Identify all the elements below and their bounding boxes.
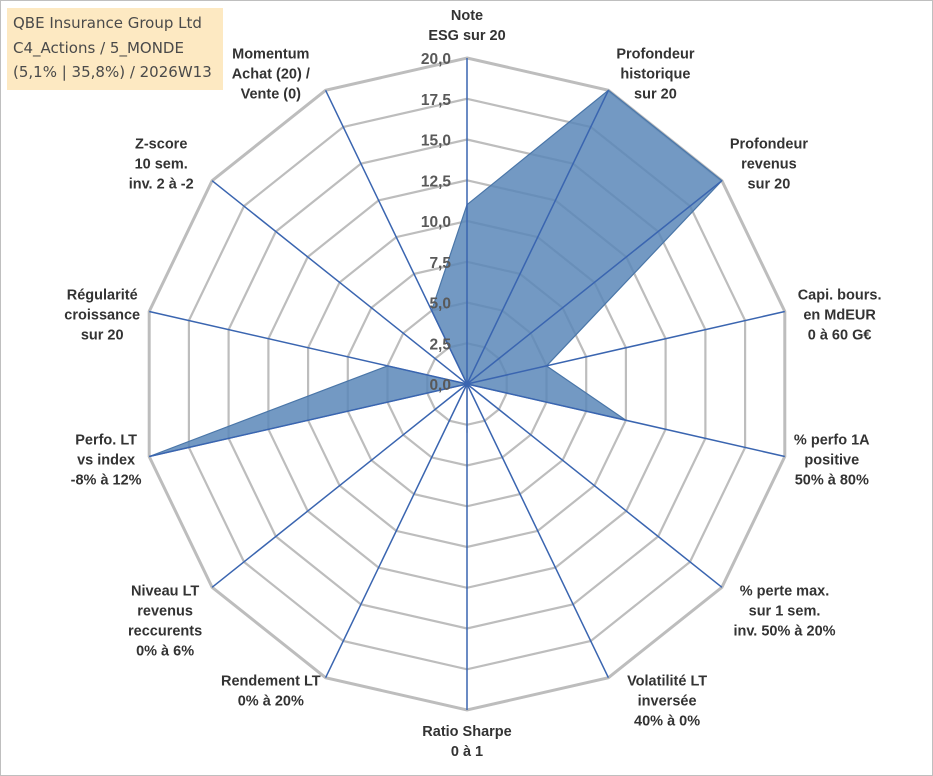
axis-label: Régularité croissance sur 20 — [64, 288, 140, 344]
radar-spokes — [149, 58, 785, 710]
spoke — [324, 383, 468, 679]
axis-label-line: inv. 2 à -2 — [129, 177, 194, 193]
axis-label: Capi. bours. en MdEUR 0 à 60 G€ — [798, 288, 882, 344]
axis-label-line: % perte max. — [740, 583, 829, 599]
spoke — [466, 383, 723, 588]
axis-label: Profondeur revenus sur 20 — [730, 137, 808, 193]
axis-label-line: Note — [451, 8, 483, 24]
spoke — [149, 383, 468, 458]
axis-label-line: en MdEUR — [803, 308, 876, 324]
stats-label: (5,1% | 35,8%) / 2026W13 — [13, 63, 212, 81]
axis-label-line: Volatilité LT — [627, 674, 707, 690]
spoke — [211, 180, 468, 385]
company-name: QBE Insurance Group Ltd — [13, 14, 202, 32]
spoke — [324, 89, 468, 385]
axis-label-line: Profondeur — [730, 137, 808, 153]
spoke — [466, 89, 610, 385]
axis-label-line: -8% à 12% — [71, 473, 142, 489]
spoke — [466, 310, 785, 385]
axis-label-line: Régularité — [67, 288, 138, 304]
axis-label-line: 40% à 0% — [634, 714, 700, 730]
axis-label-line: vs index — [77, 453, 135, 469]
info-box: QBE Insurance Group Ltd C4_Actions / 5_M… — [7, 8, 223, 90]
spoke — [149, 310, 468, 385]
axis-label: Niveau LT revenus reccurents 0% à 6% — [128, 583, 202, 659]
axis-label-line: Profondeur — [616, 46, 694, 62]
axis-label-line: croissance — [64, 308, 140, 324]
tick-label: 5,0 — [429, 296, 451, 313]
axis-label-line: Capi. bours. — [798, 288, 882, 304]
axis-label-line: % perfo 1A — [794, 433, 870, 449]
axis-label-line: Momentum — [232, 46, 309, 62]
axis-label-line: positive — [804, 453, 859, 469]
tick-label: 20,0 — [421, 51, 451, 68]
axis-label-line: sur 20 — [634, 86, 677, 102]
tick-label: 7,5 — [429, 255, 451, 272]
axis-label-line: 10 sem. — [135, 157, 188, 173]
axis-label: Rendement LT 0% à 20% — [221, 674, 321, 710]
axis-label-line: revenus — [741, 157, 797, 173]
axis-label: % perfo 1A positive 50% à 80% — [794, 433, 870, 489]
axis-label-line: sur 20 — [81, 328, 124, 344]
axis-label: Ratio Sharpe 0 à 1 — [422, 724, 511, 760]
spoke — [466, 383, 785, 458]
tick-label: 2,5 — [429, 336, 451, 353]
tick-label: 17,5 — [421, 92, 452, 109]
tick-label: 15,0 — [421, 133, 451, 150]
axis-label-line: sur 1 sem. — [749, 603, 821, 619]
axis-label: Perfo. LT vs index -8% à 12% — [71, 433, 142, 489]
axis-label-line: Rendement LT — [221, 674, 321, 690]
spoke — [211, 383, 468, 588]
axis-label-line: 0% à 6% — [136, 643, 194, 659]
axis-label-line: ESG sur 20 — [428, 28, 505, 44]
axis-label-line: inversée — [638, 694, 697, 710]
axis-label-line: Achat (20) / — [232, 66, 310, 82]
axis-label: Z-score 10 sem. inv. 2 à -2 — [129, 137, 194, 193]
axis-label: % perte max. sur 1 sem. inv. 50% à 20% — [733, 583, 835, 639]
tick-label: 12,5 — [421, 173, 452, 190]
radial-tick-labels: 0,0 2,5 5,0 7,5 10,0 12,5 15,0 17,5 20,0 — [421, 51, 452, 394]
axis-label-line: Ratio Sharpe — [422, 724, 511, 740]
axis-label-line: Vente (0) — [241, 86, 302, 102]
axis-label-line: inv. 50% à 20% — [733, 623, 835, 639]
axis-label: Profondeur historique sur 20 — [616, 46, 694, 102]
axis-label-line: 0% à 20% — [238, 694, 304, 710]
axis-label-line: 50% à 80% — [795, 473, 869, 489]
axis-label-line: sur 20 — [748, 177, 791, 193]
tick-label: 0,0 — [429, 377, 451, 394]
axis-label-line: Z-score — [135, 137, 187, 153]
axis-label: Volatilité LT inversée 40% à 0% — [627, 674, 707, 730]
axis-label: Note ESG sur 20 — [428, 8, 505, 44]
axis-label: Momentum Achat (20) / Vente (0) — [232, 46, 310, 102]
tick-label: 10,0 — [421, 214, 451, 231]
axis-label-line: reccurents — [128, 623, 202, 639]
axis-label-line: 0 à 1 — [451, 744, 483, 760]
axis-label-line: Niveau LT — [131, 583, 199, 599]
axis-label-line: historique — [620, 66, 690, 82]
spoke — [466, 180, 723, 385]
category-label: C4_Actions / 5_MONDE — [13, 38, 184, 57]
spoke — [466, 383, 610, 679]
axis-label-line: 0 à 60 G€ — [808, 328, 872, 344]
axis-labels: Note ESG sur 20 Profondeur historique sur 20… — [64, 8, 881, 760]
axis-label-line: Perfo. LT — [75, 433, 137, 449]
axis-label-line: revenus — [137, 603, 193, 619]
